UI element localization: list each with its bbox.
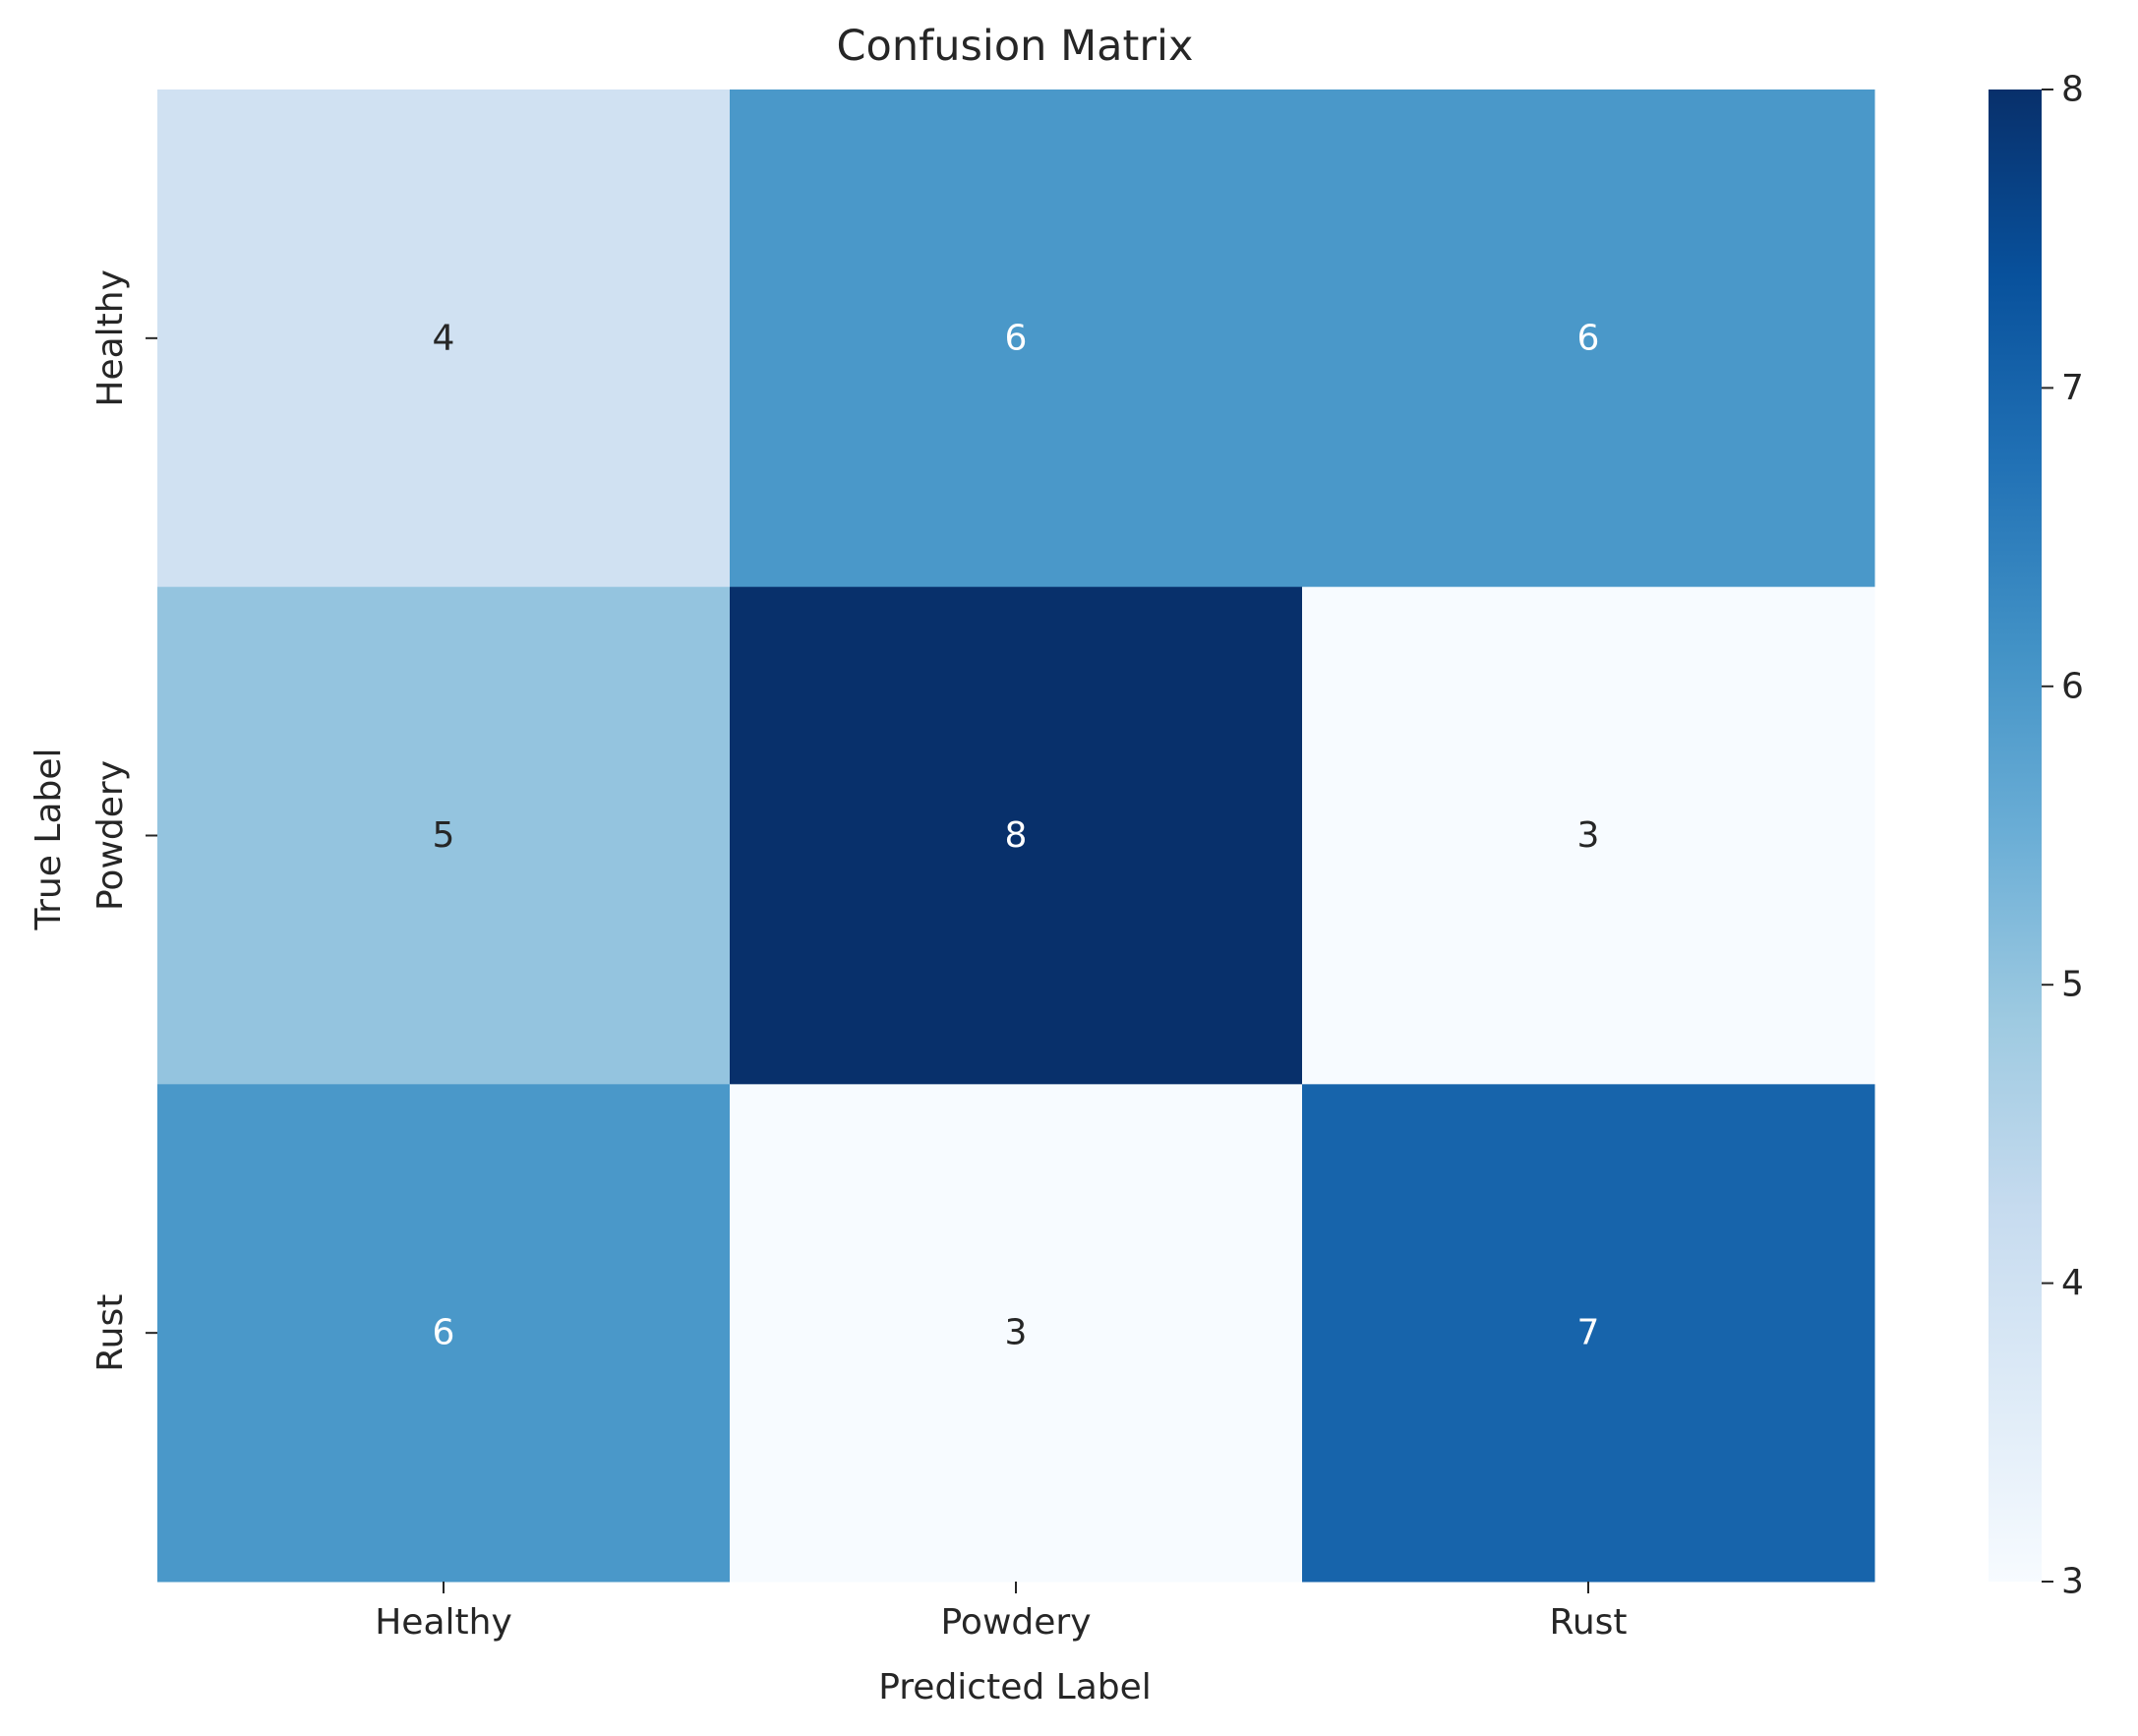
y-axis-label: True Label bbox=[29, 748, 69, 930]
colorbar-tick-label: 4 bbox=[2061, 1263, 2084, 1303]
heatmap-cells bbox=[157, 90, 1875, 1583]
x-tick-label: Rust bbox=[1549, 1602, 1627, 1643]
heatmap-cell bbox=[1302, 586, 1875, 1085]
y-tick-label: Healthy bbox=[90, 269, 131, 407]
colorbar-tick-label: 3 bbox=[2061, 1562, 2084, 1602]
heatmap-cell bbox=[157, 90, 731, 588]
heatmap-cell bbox=[730, 586, 1303, 1085]
colorbar bbox=[1989, 90, 2042, 1582]
heatmap-cell bbox=[730, 90, 1303, 588]
heatmap-cell bbox=[157, 586, 731, 1085]
heatmap-cell bbox=[730, 1084, 1303, 1583]
colorbar-tick-label: 5 bbox=[2061, 965, 2084, 1005]
colorbar-tick-label: 6 bbox=[2061, 666, 2084, 706]
x-tick-label: Powdery bbox=[941, 1602, 1092, 1643]
heatmap-cell-labels: 4 6 6 5 8 3 6 3 7 bbox=[433, 318, 1600, 1352]
heatmap-cell bbox=[157, 1084, 731, 1583]
cell-value-label: 5 bbox=[433, 815, 455, 856]
x-axis: Healthy Powdery Rust bbox=[375, 1582, 1628, 1643]
cell-value-label: 3 bbox=[1005, 1313, 1028, 1353]
heatmap-cell bbox=[1302, 90, 1875, 588]
y-axis: Healthy Powdery Rust bbox=[90, 269, 157, 1372]
cell-value-label: 6 bbox=[433, 1313, 455, 1353]
cell-value-label: 3 bbox=[1577, 815, 1600, 856]
cell-value-label: 8 bbox=[1005, 815, 1028, 856]
cell-value-label: 6 bbox=[1005, 318, 1028, 358]
colorbar-ticks: 3 4 5 6 7 8 bbox=[2042, 70, 2084, 1602]
cell-value-label: 7 bbox=[1577, 1313, 1600, 1353]
colorbar-tick-label: 8 bbox=[2061, 70, 2084, 110]
y-tick-label: Powdery bbox=[90, 760, 131, 911]
colorbar-tick-label: 7 bbox=[2061, 368, 2084, 408]
x-tick-label: Healthy bbox=[375, 1602, 512, 1643]
cell-value-label: 6 bbox=[1577, 318, 1600, 358]
heatmap-cell bbox=[1302, 1084, 1875, 1583]
chart-title: Confusion Matrix bbox=[837, 22, 1194, 71]
x-axis-label: Predicted Label bbox=[878, 1667, 1152, 1707]
y-tick-label: Rust bbox=[90, 1294, 131, 1372]
cell-value-label: 4 bbox=[433, 318, 455, 358]
